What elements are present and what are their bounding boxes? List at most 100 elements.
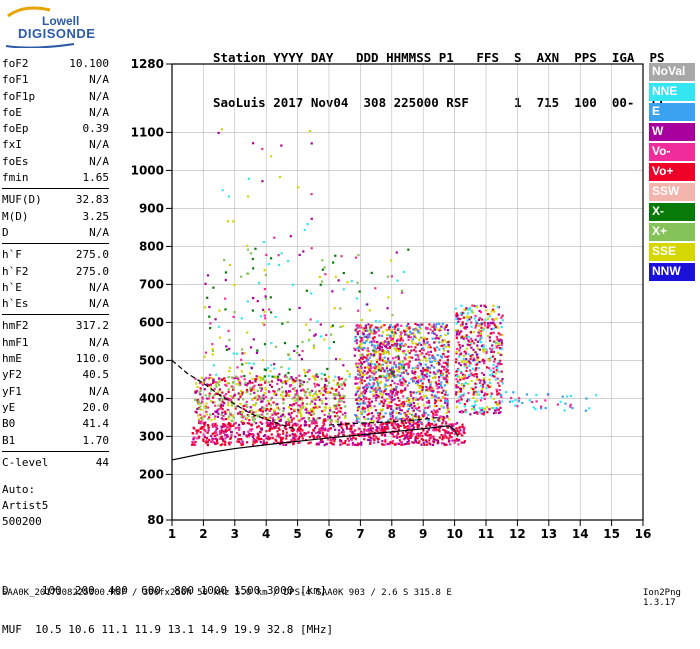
echo-point bbox=[321, 431, 324, 434]
echo-point bbox=[314, 375, 317, 378]
param-name: hmE bbox=[2, 352, 22, 366]
echo-point bbox=[376, 426, 379, 429]
echo-point bbox=[489, 381, 492, 384]
echo-point bbox=[431, 418, 434, 421]
echo-point bbox=[420, 431, 423, 435]
echo-point bbox=[410, 345, 413, 348]
echo-point bbox=[493, 409, 497, 412]
echo-point bbox=[363, 396, 367, 399]
echo-point bbox=[356, 373, 360, 376]
echo-point bbox=[399, 345, 402, 349]
echo-point bbox=[471, 339, 474, 343]
echo-point bbox=[498, 392, 501, 395]
echo-point bbox=[462, 428, 466, 431]
echo-point bbox=[386, 333, 389, 337]
echo-point bbox=[358, 434, 361, 438]
echo-point bbox=[211, 439, 214, 442]
echo-point bbox=[227, 388, 230, 391]
echo-point bbox=[488, 315, 492, 318]
echo-point bbox=[269, 407, 273, 410]
echo-point bbox=[499, 340, 502, 343]
echo-point bbox=[342, 271, 345, 275]
echo-point bbox=[446, 329, 450, 332]
echo-point bbox=[192, 438, 195, 441]
echo-point bbox=[444, 421, 448, 424]
echo-point bbox=[228, 338, 231, 342]
echo-point bbox=[410, 413, 414, 416]
echo-point bbox=[329, 438, 332, 442]
echo-point bbox=[478, 348, 481, 351]
ionogram-chart: 1 2 3 4 5 6 7 8 9 10 11 12 13 14 15 1680200300400500600… bbox=[131, 57, 652, 541]
echo-point bbox=[417, 415, 421, 418]
echo-point bbox=[443, 327, 446, 330]
echo-point bbox=[403, 329, 406, 332]
echo-point bbox=[264, 379, 267, 382]
echo-point bbox=[386, 364, 389, 368]
echo-point bbox=[403, 418, 406, 422]
y-tick-label: 80 bbox=[147, 513, 164, 527]
echo-point bbox=[386, 340, 389, 344]
echo-point bbox=[434, 337, 437, 340]
echo-point bbox=[423, 355, 426, 358]
echo-point bbox=[441, 365, 444, 368]
echo-point bbox=[407, 322, 410, 326]
echo-point bbox=[347, 443, 351, 446]
echo-point bbox=[344, 378, 347, 381]
param-value: N/A bbox=[89, 105, 109, 119]
echo-point bbox=[310, 142, 313, 145]
echo-point bbox=[313, 382, 316, 385]
echo-point bbox=[318, 430, 321, 433]
echo-point bbox=[243, 374, 246, 378]
echo-point bbox=[313, 392, 316, 395]
echo-point bbox=[446, 356, 449, 359]
echo-point bbox=[494, 326, 497, 329]
echo-point bbox=[293, 409, 296, 413]
echo-region bbox=[354, 322, 451, 424]
echo-point bbox=[240, 317, 243, 320]
echo-point bbox=[301, 403, 304, 406]
echo-point bbox=[358, 359, 361, 362]
echo-point bbox=[243, 352, 246, 355]
echo-point bbox=[402, 405, 405, 408]
echo-point bbox=[251, 381, 254, 384]
echo-point bbox=[221, 404, 225, 407]
echo-point bbox=[207, 406, 210, 409]
echo-point bbox=[402, 351, 405, 355]
echo-point bbox=[301, 397, 304, 400]
echo-point bbox=[461, 324, 464, 327]
echo-point bbox=[392, 335, 396, 338]
echo-point bbox=[455, 328, 458, 332]
echo-point bbox=[434, 402, 437, 405]
echo-point bbox=[234, 421, 237, 425]
echo-point bbox=[399, 360, 402, 363]
param-row: B0 41.4 bbox=[2, 416, 109, 432]
echo-point bbox=[309, 408, 313, 411]
echo-point bbox=[195, 411, 198, 414]
echo-point bbox=[329, 409, 332, 412]
echo-point bbox=[263, 434, 267, 437]
echo-point bbox=[404, 430, 408, 433]
echo-point bbox=[473, 304, 476, 308]
echo-point bbox=[398, 435, 401, 439]
echo-point bbox=[224, 412, 227, 416]
echo-point bbox=[269, 404, 272, 407]
echo-point bbox=[235, 406, 238, 409]
echo-point bbox=[434, 357, 437, 361]
echo-point bbox=[298, 398, 301, 401]
echo-point bbox=[314, 404, 318, 407]
echo-point bbox=[204, 430, 207, 433]
echo-point bbox=[372, 328, 375, 331]
echo-point bbox=[433, 347, 436, 350]
echo-point bbox=[251, 435, 255, 438]
echo-point bbox=[438, 416, 441, 420]
echo-point bbox=[277, 389, 280, 392]
echo-point bbox=[421, 371, 424, 374]
echo-point bbox=[328, 381, 331, 384]
echo-point bbox=[476, 359, 479, 362]
echo-point bbox=[368, 433, 371, 436]
echo-point bbox=[595, 394, 598, 397]
echo-point bbox=[459, 312, 462, 315]
echo-point bbox=[273, 390, 276, 393]
echo-point bbox=[279, 378, 282, 382]
echo-point bbox=[491, 374, 494, 377]
